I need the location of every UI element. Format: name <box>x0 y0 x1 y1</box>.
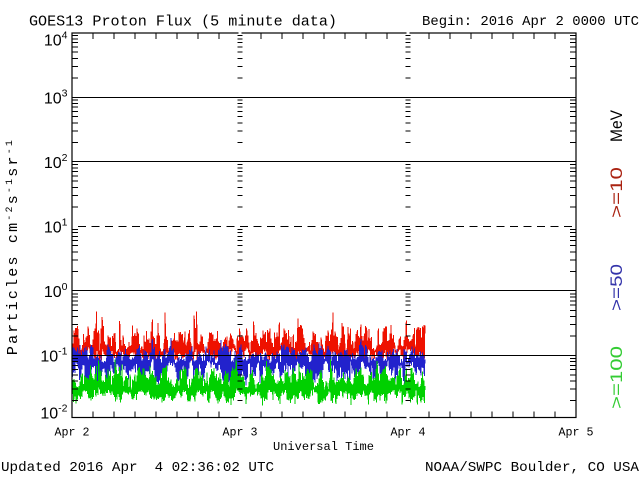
svg-text:>=10: >=10 <box>607 167 626 218</box>
svg-text:Apr 2: Apr 2 <box>55 426 90 440</box>
svg-text:>=50: >=50 <box>607 264 626 311</box>
svg-text:GOES13 Proton Flux (5 minute d: GOES13 Proton Flux (5 minute data) <box>29 14 337 31</box>
svg-text:Apr 5: Apr 5 <box>559 426 594 440</box>
svg-text:>=100: >=100 <box>607 346 626 409</box>
svg-text:Universal Time: Universal Time <box>273 440 374 454</box>
svg-text:Apr 3: Apr 3 <box>223 426 258 440</box>
svg-text:Apr 4: Apr 4 <box>391 426 426 440</box>
svg-text:MeV: MeV <box>607 109 626 142</box>
svg-text:Particles cm-2s-1sr-1: Particles cm-2s-1sr-1 <box>5 138 22 355</box>
svg-text:NOAA/SWPC Boulder, CO USA: NOAA/SWPC Boulder, CO USA <box>425 460 640 476</box>
svg-text:Begin: 2016 Apr 2 0000 UTC: Begin: 2016 Apr 2 0000 UTC <box>422 14 639 30</box>
svg-text:Updated 2016 Apr 4 02:36:02 U: Updated 2016 Apr 4 02:36:02 UTC <box>1 460 274 476</box>
